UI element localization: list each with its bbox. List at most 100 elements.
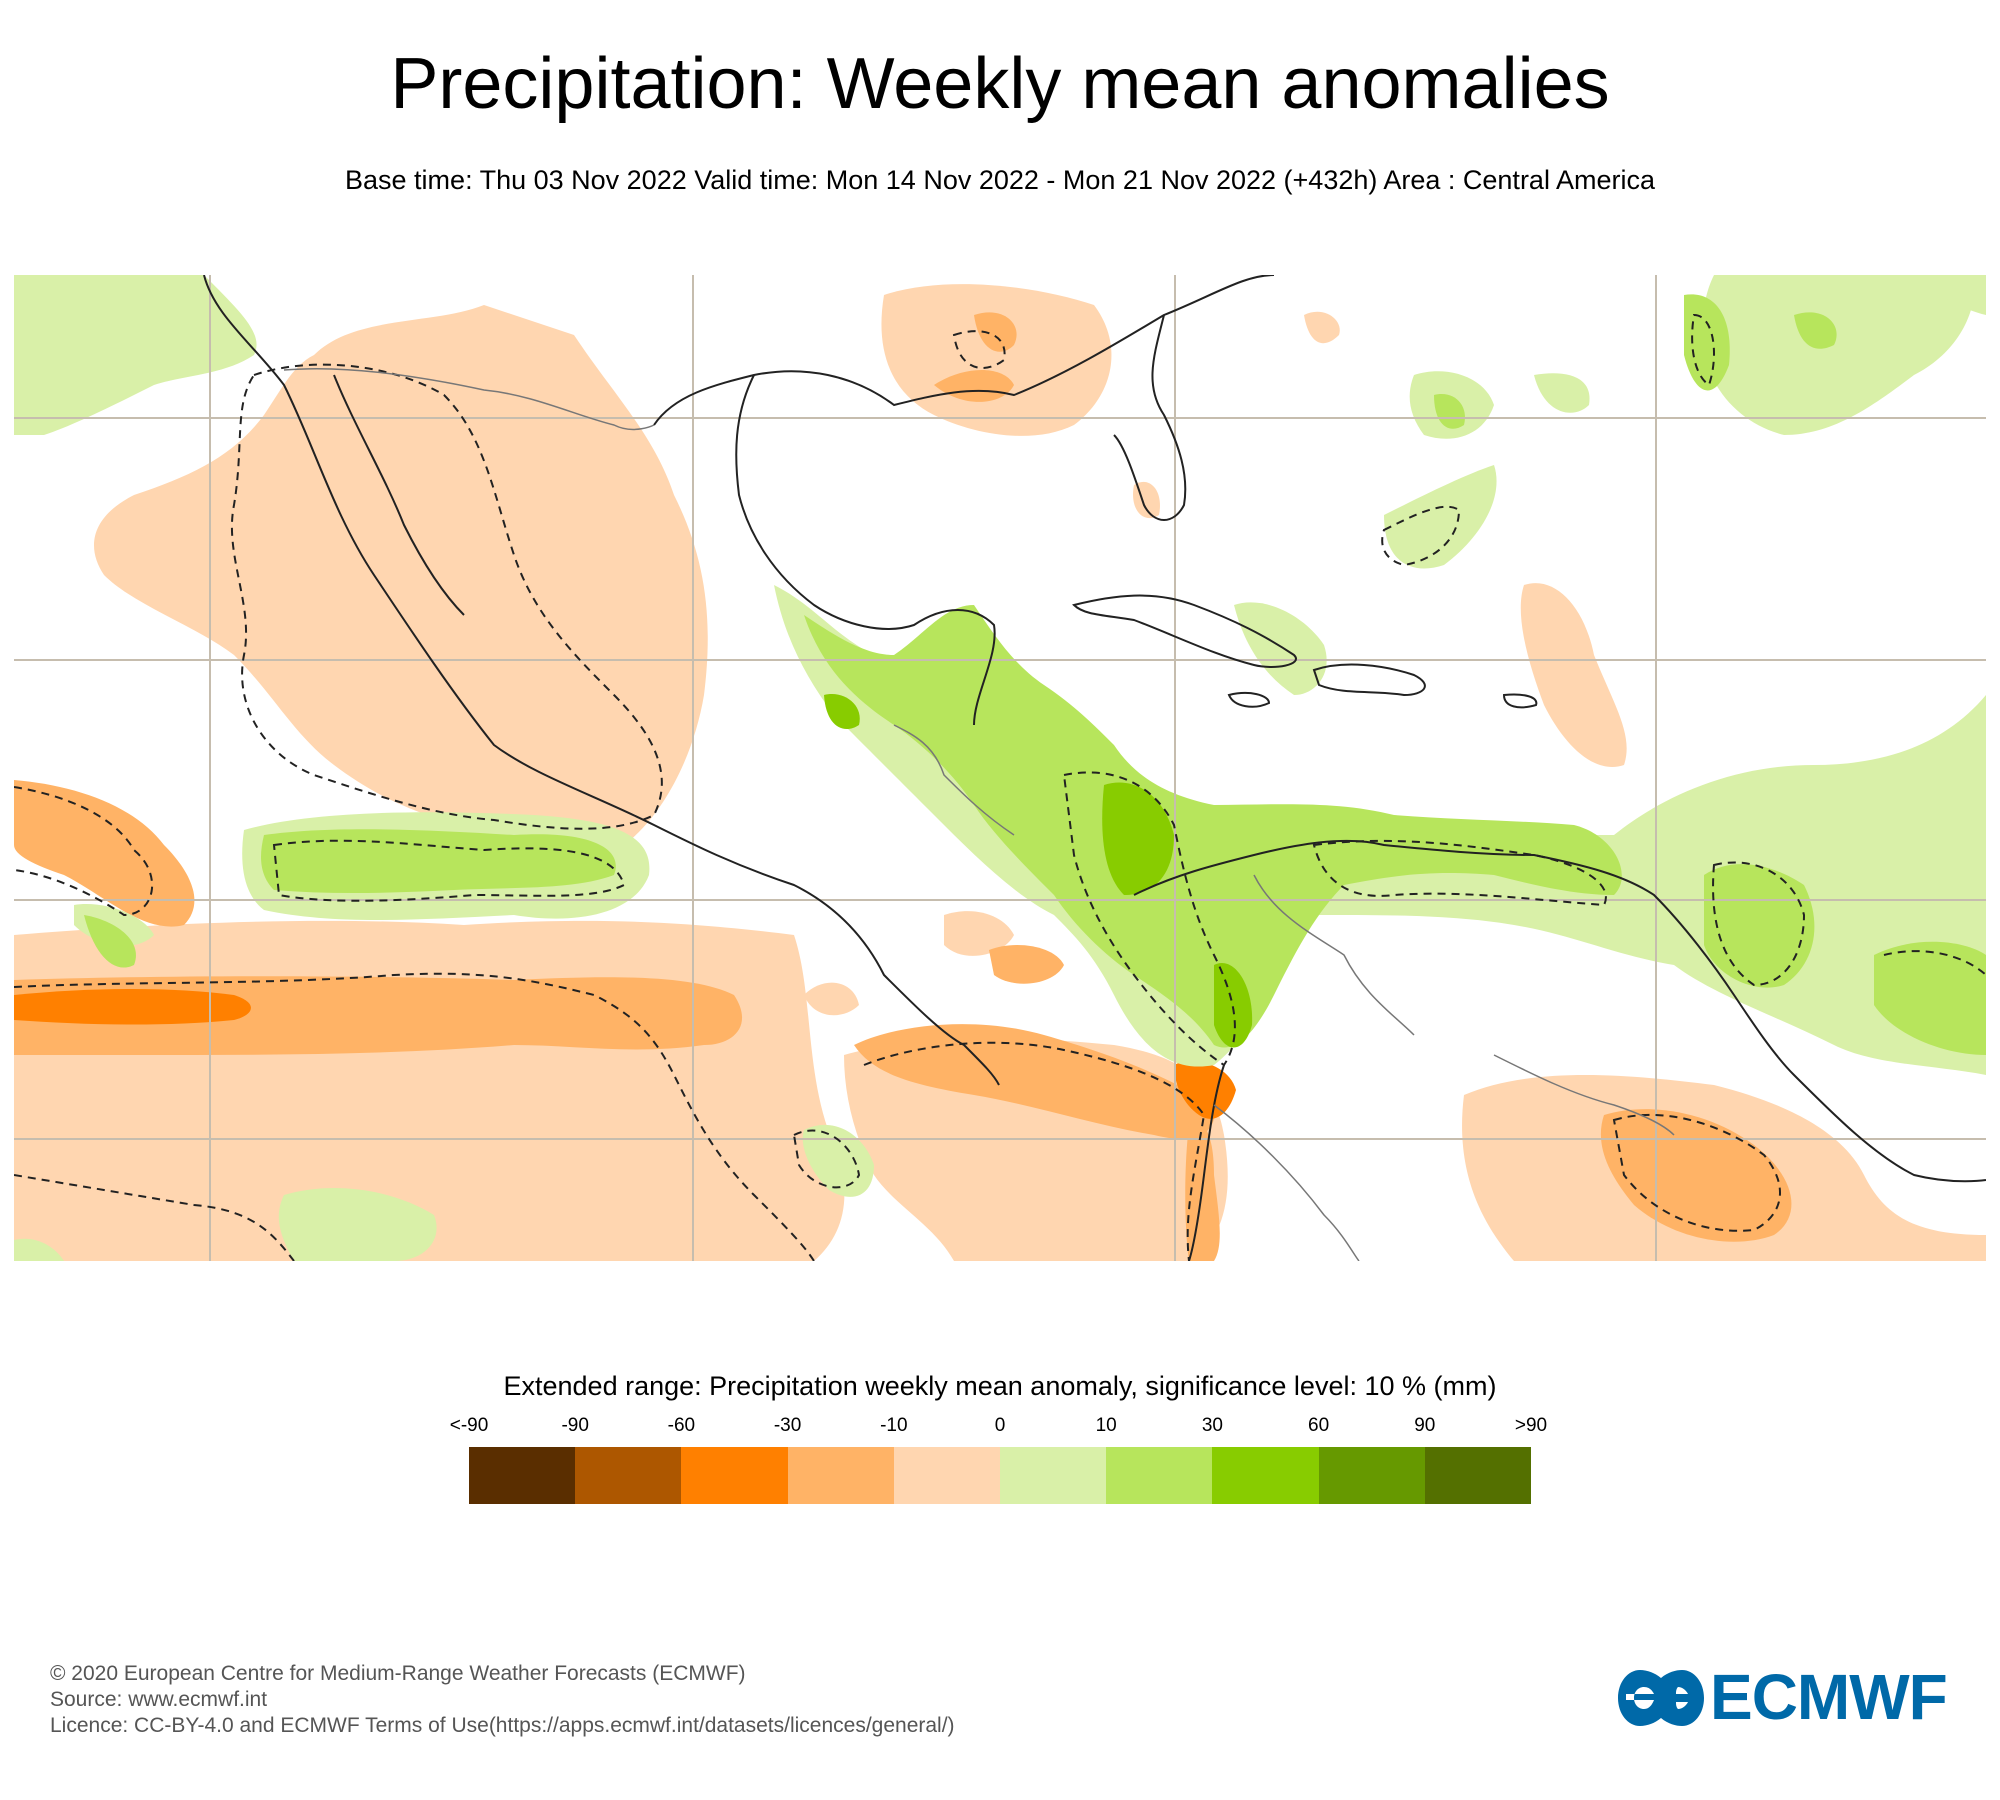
- significance-contours: [14, 313, 1986, 1261]
- anomaly-region: [1234, 602, 1327, 695]
- legend-label: -60: [667, 1415, 696, 1436]
- coastline-south-america-pacific: [1188, 1064, 1225, 1261]
- legend-title: Extended range: Precipitation weekly mea…: [503, 1371, 1497, 1401]
- anomaly-region: [881, 284, 1112, 436]
- anomaly-region: [1304, 311, 1340, 344]
- significance-contour: [1062, 771, 1236, 1067]
- country-borders: [283, 367, 1675, 1261]
- significance-contour: [1883, 950, 1986, 976]
- legend-swatch: [893, 1447, 1001, 1504]
- legend-label: 0: [994, 1415, 1006, 1436]
- significance-contour: [1712, 861, 1806, 987]
- border-central-america: [893, 724, 1015, 836]
- anomaly-region: [261, 829, 616, 894]
- anomaly-region: [1600, 1109, 1792, 1242]
- coastline-gulf-west: [735, 374, 996, 726]
- map-canvas: [14, 275, 1986, 1261]
- legend-swatch: [1106, 1447, 1213, 1504]
- legend-swatch: [1318, 1447, 1425, 1504]
- anomaly-region: [1874, 941, 1986, 1055]
- coastline-florida: [1113, 314, 1187, 521]
- anomaly-region: [804, 605, 1622, 1048]
- legend-label: -90: [561, 1415, 589, 1436]
- anomaly-wet-regions: [84, 294, 1986, 1055]
- coastline-jamaica: [1227, 692, 1271, 708]
- legend-label: 90: [1414, 1415, 1436, 1436]
- anomaly-region: [1214, 963, 1253, 1048]
- legend-label: -10: [880, 1415, 908, 1436]
- legend-swatch: [787, 1447, 894, 1504]
- anomaly-region: [1434, 394, 1465, 429]
- coastline-baja-california: [333, 374, 465, 616]
- legend-label: <-90: [449, 1415, 489, 1436]
- significance-contour: [1691, 313, 1715, 387]
- legend-swatch: [1000, 1447, 1107, 1504]
- anomaly-region: [974, 312, 1017, 352]
- anomaly-region: [14, 920, 845, 1261]
- anomaly-region: [1520, 583, 1627, 767]
- anomaly-region: [824, 694, 860, 730]
- legend-label: 10: [1095, 1415, 1117, 1436]
- significance-contour: [14, 1174, 295, 1261]
- legend-label: >90: [1514, 1415, 1548, 1436]
- significance-contour: [1612, 1113, 1781, 1232]
- coastline-north-america-pacific: [203, 275, 1000, 1086]
- anomaly-region: [14, 1238, 64, 1261]
- significance-contour: [792, 1129, 861, 1189]
- anomaly-region: [774, 585, 1986, 1075]
- border-us-mexico: [283, 367, 655, 431]
- chart-title: Precipitation: Weekly mean anomalies: [390, 44, 1610, 124]
- coastline-puerto-rico: [1502, 693, 1538, 709]
- footer-copyright: © 2020 European Centre for Medium-Range …: [50, 1662, 746, 1685]
- legend-label: 60: [1308, 1415, 1330, 1436]
- anomaly-region: [1914, 275, 1986, 315]
- legend-label: -30: [773, 1415, 802, 1436]
- chart-subtitle: Base time: Thu 03 Nov 2022 Valid time: M…: [345, 165, 1655, 195]
- border-south-america-1: [1253, 874, 1415, 1036]
- anomaly-very-wet-regions: [824, 694, 1253, 1048]
- anomaly-region: [14, 275, 257, 435]
- significance-contour: [952, 330, 1006, 369]
- anomaly-region: [802, 1124, 874, 1197]
- legend-swatch: [575, 1447, 682, 1504]
- ecmwf-logo: ECMWF: [1618, 1664, 1958, 1730]
- anomaly-region: [1102, 782, 1174, 895]
- anomaly-region: [278, 1187, 437, 1261]
- significance-contour: [14, 972, 815, 1261]
- coastlines: [203, 275, 1986, 1261]
- significance-contour: [230, 363, 663, 830]
- anomaly-region: [804, 982, 859, 1016]
- anomaly-region: [14, 989, 251, 1025]
- significance-contour: [863, 1041, 1206, 1261]
- precipitation-anomaly-map: [14, 275, 1986, 1261]
- significance-contour: [1312, 839, 1607, 907]
- footer-source: Source: www.ecmwf.int: [50, 1688, 268, 1711]
- anomaly-region: [84, 915, 136, 968]
- significance-contour: [14, 786, 153, 917]
- legend-labels: <-90 -90 -60 -30 -10 0 10 30 60 90 >90: [450, 1414, 1547, 1438]
- anomaly-region: [944, 911, 1014, 956]
- anomaly-region: [1384, 465, 1497, 569]
- legend-swatch: [681, 1447, 788, 1504]
- coastline-cuba: [1072, 594, 1297, 668]
- anomaly-region: [934, 370, 1014, 402]
- footer-licence: Licence: CC-BY-4.0 and ECMWF Terms of Us…: [50, 1714, 955, 1737]
- significance-contour: [1381, 505, 1461, 567]
- anomaly-region: [989, 945, 1064, 984]
- ecmwf-logo-mark-icon: [1618, 1670, 1704, 1726]
- legend-color-bar: [469, 1447, 1532, 1504]
- legend-label: 30: [1201, 1415, 1223, 1436]
- anomaly-region: [854, 1024, 1215, 1139]
- legend-swatch: [469, 1447, 576, 1504]
- ecmwf-logo-text: ECMWF: [1710, 1661, 1948, 1733]
- coastline-hispaniola: [1312, 663, 1426, 697]
- anomaly-region: [94, 305, 708, 848]
- coastline-south-america-north: [1133, 839, 1986, 1183]
- border-south-america-3: [1493, 1054, 1675, 1136]
- anomaly-region: [1794, 312, 1837, 349]
- anomaly-region: [1534, 373, 1590, 413]
- coastline-gulf-of-mexico: [653, 275, 1275, 426]
- legend-swatch: [1212, 1447, 1319, 1504]
- footer: © 2020 European Centre for Medium-Range …: [50, 1661, 955, 1739]
- legend-swatch: [1424, 1447, 1532, 1504]
